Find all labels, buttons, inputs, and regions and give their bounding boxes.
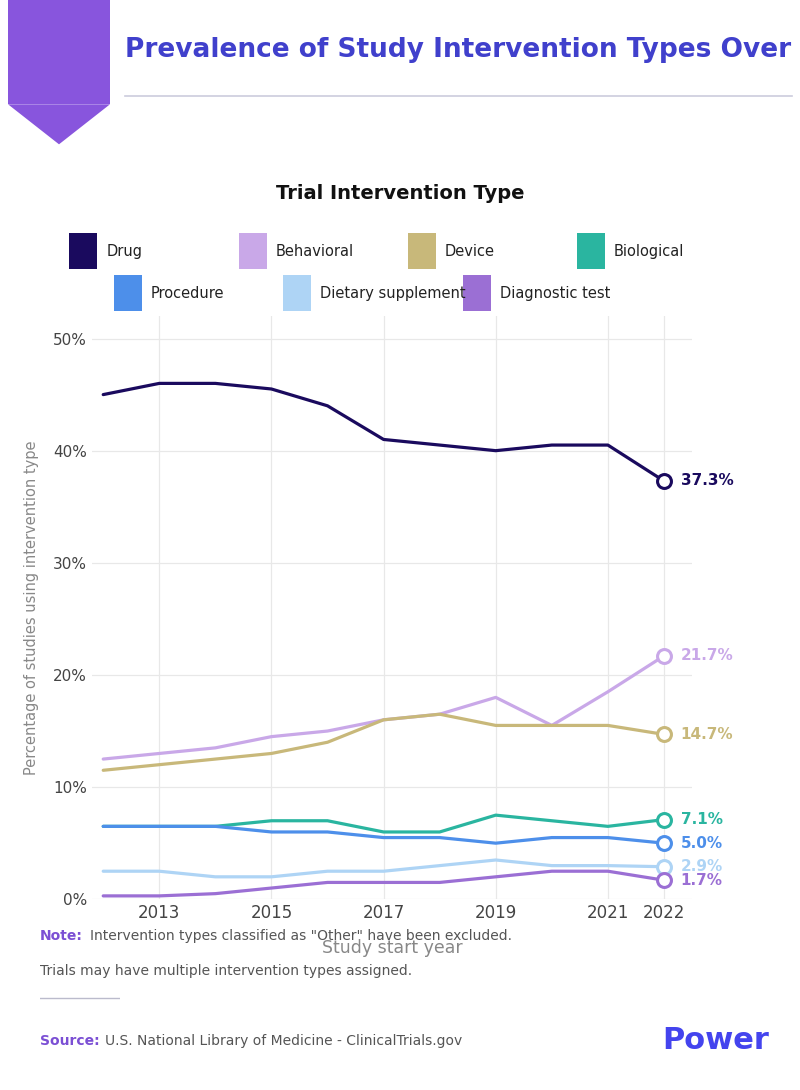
Text: Diagnostic test: Diagnostic test: [500, 286, 610, 301]
Text: Source:: Source:: [40, 1034, 100, 1047]
Text: 37.3%: 37.3%: [681, 473, 734, 488]
Text: Prevalence of Study Intervention Types Over Time: Prevalence of Study Intervention Types O…: [125, 36, 800, 62]
FancyBboxPatch shape: [283, 275, 311, 312]
Text: Trial Intervention Type: Trial Intervention Type: [276, 184, 524, 203]
Text: 21.7%: 21.7%: [681, 649, 734, 664]
Text: 7.1%: 7.1%: [681, 812, 722, 827]
Text: Biological: Biological: [614, 244, 685, 258]
Text: Power: Power: [662, 1027, 769, 1055]
FancyBboxPatch shape: [70, 233, 98, 269]
Text: Intervention types classified as "Other" have been excluded.: Intervention types classified as "Other"…: [90, 930, 512, 944]
FancyBboxPatch shape: [408, 233, 436, 269]
FancyBboxPatch shape: [578, 233, 606, 269]
Polygon shape: [8, 105, 110, 144]
FancyBboxPatch shape: [238, 233, 266, 269]
Polygon shape: [8, 0, 110, 105]
Text: Trials may have multiple intervention types assigned.: Trials may have multiple intervention ty…: [40, 964, 412, 978]
FancyBboxPatch shape: [114, 275, 142, 312]
X-axis label: Study start year: Study start year: [322, 938, 462, 957]
Text: Procedure: Procedure: [150, 286, 224, 301]
Text: Dietary supplement: Dietary supplement: [320, 286, 466, 301]
Y-axis label: Percentage of studies using intervention type: Percentage of studies using intervention…: [24, 440, 39, 775]
Text: Drug: Drug: [106, 244, 142, 258]
Text: U.S. National Library of Medicine - ClinicalTrials.gov: U.S. National Library of Medicine - Clin…: [105, 1034, 462, 1047]
Text: Behavioral: Behavioral: [275, 244, 354, 258]
Text: Device: Device: [445, 244, 494, 258]
Text: 2.9%: 2.9%: [681, 859, 723, 874]
Text: Note:: Note:: [40, 930, 83, 944]
Text: 14.7%: 14.7%: [681, 727, 734, 742]
Text: 1.7%: 1.7%: [681, 873, 722, 887]
FancyBboxPatch shape: [463, 275, 491, 312]
Text: 5.0%: 5.0%: [681, 836, 723, 850]
